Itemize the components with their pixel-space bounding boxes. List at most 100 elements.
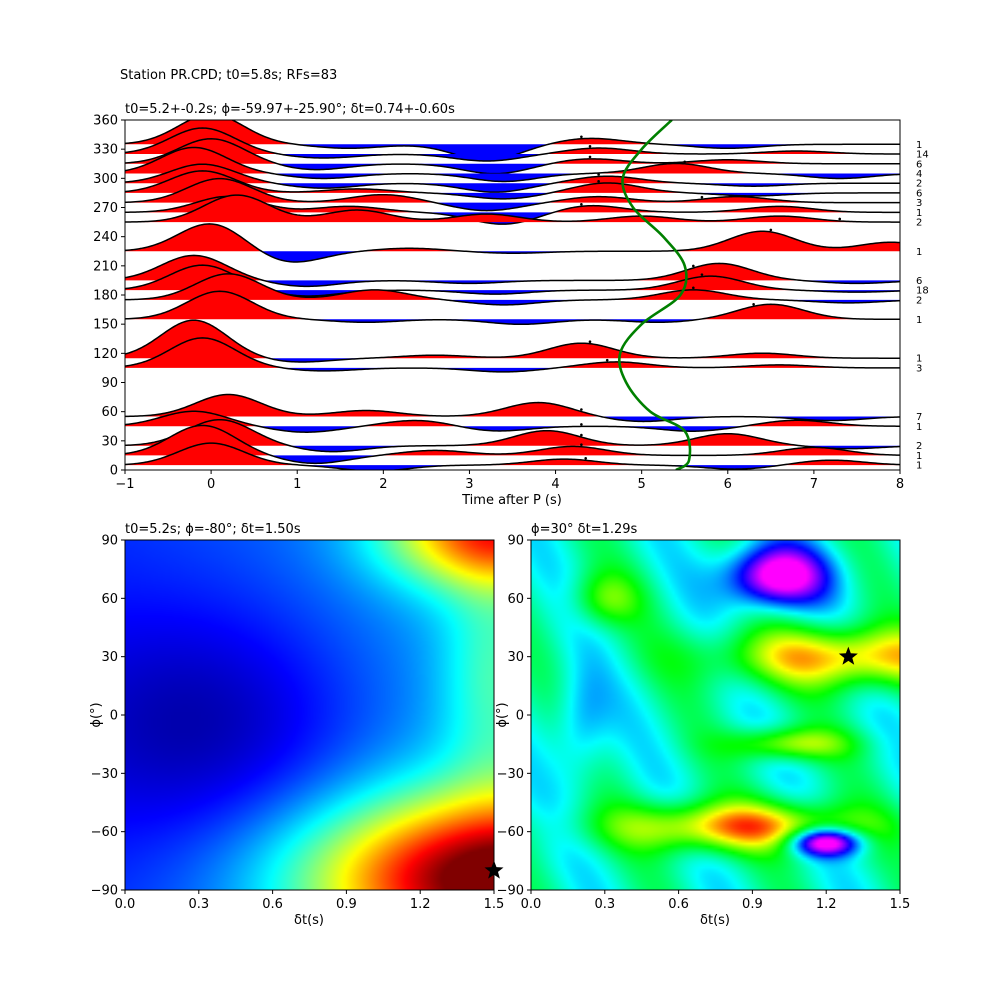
heatmap-y-tick-label: 90 — [101, 534, 118, 549]
trace-negative-fill — [125, 154, 900, 162]
trace — [125, 442, 900, 470]
heatmap-x-tick-label: 0.9 — [742, 897, 763, 912]
left-best-fit-star — [484, 860, 504, 879]
trace — [125, 290, 900, 326]
trace-pick-dot — [597, 173, 600, 176]
traces-layer — [125, 120, 900, 470]
right-heatmap-xlabel: δt(s) — [700, 913, 730, 928]
trace — [125, 146, 900, 183]
right-best-fit-star — [838, 646, 858, 665]
trace — [125, 393, 900, 423]
trace-negative-fill — [125, 251, 900, 262]
trace-count-label: 1 — [916, 247, 922, 258]
traces-y-tick-label: 90 — [101, 376, 118, 391]
traces-x-tick-label: 6 — [724, 477, 732, 492]
trace-negative-fill — [125, 455, 900, 464]
trace-negative-fill — [125, 173, 900, 182]
trace-line — [125, 410, 900, 433]
trace — [125, 223, 900, 263]
traces-y-tick-label: 180 — [93, 289, 118, 304]
heatmap-x-tick-label: 0.6 — [668, 897, 689, 912]
traces-x-tick-label: 2 — [379, 477, 387, 492]
traces-y-tick-label: 210 — [93, 259, 118, 274]
trace-pick-dot — [588, 155, 592, 159]
trace-count-label: 14 — [916, 150, 929, 161]
heatmap-y-tick-label: 90 — [507, 534, 524, 549]
trace-count-label: 6 — [916, 188, 922, 199]
traces-x-axis: −1 0 1 2 3 4 5 6 7 8 — [115, 470, 904, 492]
trace-count-label: 1 — [916, 451, 922, 462]
traces-x-tick-label: 3 — [465, 477, 473, 492]
trace-negative-fill — [125, 163, 900, 174]
trace-line — [125, 146, 900, 183]
traces-x-tick-label: 1 — [293, 477, 301, 492]
trace-pick-dot — [700, 195, 704, 199]
traces-y-tick-label: 150 — [93, 318, 118, 333]
trace-line — [125, 337, 900, 373]
traces-x-tick-label: −1 — [115, 477, 134, 492]
heatmap-y-tick-label: 0 — [516, 709, 524, 724]
trace-pick-dot — [752, 302, 755, 306]
heatmap-x-tick-label: 0.0 — [115, 897, 136, 912]
traces-y-tick-label: 120 — [93, 347, 118, 362]
left-heatmap-ylabel: ϕ(°) — [89, 702, 104, 727]
heatmap-y-tick-label: −90 — [91, 884, 118, 899]
trace-pick-dot — [580, 443, 583, 447]
traces-y-tick-label: 0 — [110, 464, 118, 479]
heatmap-y-tick-label: 30 — [101, 650, 118, 665]
traces-y-tick-label: 240 — [93, 230, 118, 245]
traces-y-tick-label: 330 — [93, 143, 118, 158]
model-curve-layer — [617, 120, 692, 470]
heatmap-x-tick-label: 0.0 — [521, 897, 542, 912]
grid-search-right-panel: ϕ=30° δt=1.29s 0.0 0.3 0.6 0.9 1.2 1.5 −90 −60 −… — [495, 522, 910, 928]
trace — [125, 273, 900, 306]
trace-line — [125, 424, 900, 465]
trace-count-label: 6 — [916, 276, 922, 287]
trace-positive-fill — [125, 337, 900, 368]
trace-line — [125, 194, 900, 223]
trace-line — [125, 138, 900, 175]
trace-negative-fill — [125, 319, 900, 325]
traces-y-tick-label: 300 — [93, 172, 118, 187]
trace — [125, 418, 900, 453]
heatmap-y-tick-label: 60 — [507, 592, 524, 607]
trace-positive-fill — [125, 291, 900, 320]
trace-line — [125, 273, 900, 306]
traces-y-tick-label: 270 — [93, 201, 118, 216]
trace-negative-fill — [125, 202, 900, 211]
trace-count-label: 1 — [916, 140, 922, 151]
heatmap-x-tick-label: 0.3 — [188, 897, 209, 912]
trace-count-label: 2 — [916, 295, 922, 306]
heatmap-y-tick-label: −30 — [91, 767, 118, 782]
trace-positive-fill — [125, 443, 900, 466]
heatmap-y-tick-label: 30 — [507, 650, 524, 665]
heatmap-x-tick-label: 1.5 — [890, 897, 911, 912]
trace-count-label: 1 — [916, 315, 922, 326]
trace-pick-dot — [700, 273, 704, 276]
trace-pick-dot — [769, 228, 773, 232]
traces-panel: t0=5.2+-0.2s; ϕ=-59.97+-25.90°; δt=0.74+… — [93, 102, 929, 508]
trace-count-label: 2 — [916, 218, 922, 229]
trace-pick-dot — [580, 423, 583, 426]
trace-positive-fill — [125, 120, 900, 145]
trace-pick-dot — [605, 358, 609, 362]
trace-count-label: 3 — [916, 363, 922, 374]
trace-line — [125, 177, 900, 212]
left-heatmap-xlabel: δt(s) — [294, 913, 324, 928]
trace-count-label: 3 — [916, 198, 922, 209]
traces-y-axis: 0 30 60 90 120 150 180 210 240 270 300 330 360 — [93, 114, 125, 479]
trace — [125, 194, 900, 223]
trace-negative-fill — [125, 280, 900, 287]
trace-pick-dot — [580, 203, 583, 206]
heatmap-y-tick-label: −60 — [91, 825, 118, 840]
traces-x-tick-label: 0 — [207, 477, 215, 492]
heatmap-x-tick-label: 0.9 — [336, 897, 357, 912]
heatmap-x-tick-label: 1.5 — [484, 897, 505, 912]
heatmap-y-tick-label: 60 — [101, 592, 118, 607]
heatmap-y-tick-label: −90 — [497, 884, 524, 899]
trace-count-label: 1 — [916, 208, 922, 219]
traces-xlabel: Time after P (s) — [461, 493, 562, 508]
traces-y-tick-label: 360 — [93, 114, 118, 129]
trace-line — [125, 223, 900, 263]
